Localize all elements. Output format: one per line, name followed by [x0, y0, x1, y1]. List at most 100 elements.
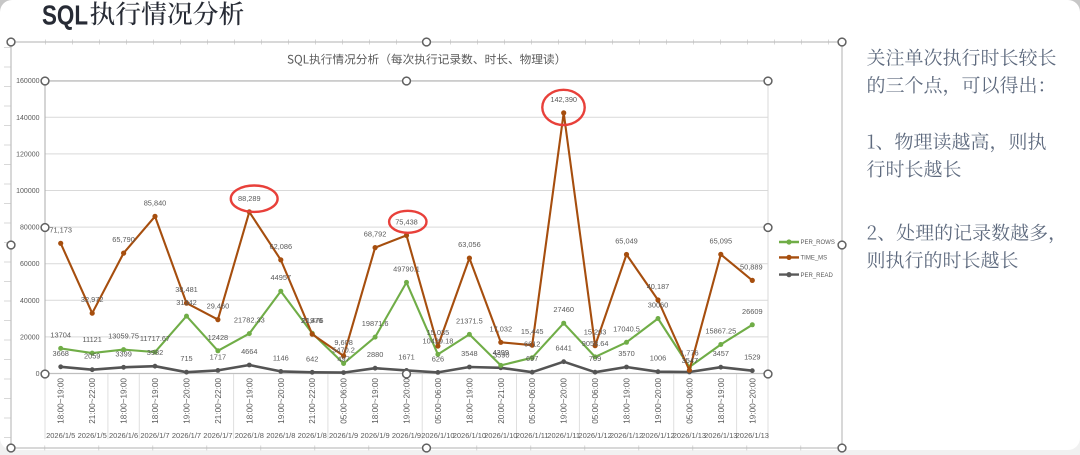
svg-text:142,390: 142,390 — [550, 95, 577, 104]
svg-text:4664: 4664 — [241, 347, 257, 356]
svg-text:18:00~19:00: 18:00~19:00 — [57, 378, 66, 424]
svg-text:2026/1/12: 2026/1/12 — [578, 431, 611, 440]
svg-text:9,608: 9,608 — [334, 338, 353, 347]
svg-text:75,438: 75,438 — [395, 217, 418, 226]
svg-text:44957: 44957 — [271, 273, 292, 282]
svg-text:1717: 1717 — [210, 352, 226, 361]
svg-text:2026/1/13: 2026/1/13 — [736, 431, 769, 440]
svg-text:697: 697 — [526, 354, 538, 363]
svg-text:21976: 21976 — [302, 316, 323, 325]
svg-text:05:00~06:00: 05:00~06:00 — [591, 378, 600, 424]
svg-text:2026/1/9: 2026/1/9 — [329, 431, 358, 440]
svg-text:68,792: 68,792 — [364, 230, 387, 239]
svg-text:38,481: 38,481 — [175, 285, 198, 294]
svg-text:2026/1/9: 2026/1/9 — [360, 431, 389, 440]
svg-text:05:00~06:00: 05:00~06:00 — [528, 378, 537, 424]
svg-text:160000: 160000 — [16, 78, 39, 85]
svg-text:2026/1/7: 2026/1/7 — [140, 431, 169, 440]
svg-text:SQL: SQL — [42, 0, 88, 30]
svg-text:5470.2: 5470.2 — [332, 346, 355, 355]
svg-text:626: 626 — [432, 354, 444, 363]
svg-text:2026/1/8: 2026/1/8 — [298, 431, 327, 440]
svg-text:2026/1/7: 2026/1/7 — [203, 431, 232, 440]
svg-text:20000: 20000 — [20, 334, 40, 341]
svg-text:2026/1/5: 2026/1/5 — [78, 431, 107, 440]
svg-text:3457: 3457 — [713, 349, 729, 358]
svg-text:18:00~19:00: 18:00~19:00 — [623, 378, 632, 424]
svg-text:18:00~19:00: 18:00~19:00 — [151, 378, 160, 424]
svg-text:2059: 2059 — [84, 352, 100, 361]
svg-text:21:00~22:00: 21:00~22:00 — [214, 378, 223, 424]
svg-text:2026/1/8: 2026/1/8 — [235, 431, 264, 440]
svg-text:4399: 4399 — [493, 348, 509, 357]
svg-text:11717.67: 11717.67 — [140, 334, 170, 343]
svg-text:63,056: 63,056 — [458, 240, 481, 249]
svg-text:1,776: 1,776 — [680, 349, 699, 358]
svg-text:140000: 140000 — [16, 115, 39, 122]
svg-text:18:00~19:00: 18:00~19:00 — [717, 378, 726, 424]
svg-text:2026/1/10: 2026/1/10 — [421, 431, 454, 440]
svg-text:PER_READ: PER_READ — [801, 273, 834, 279]
svg-text:65,049: 65,049 — [615, 237, 638, 246]
svg-text:642: 642 — [306, 354, 318, 363]
svg-text:1529: 1529 — [744, 353, 760, 362]
svg-text:17,032: 17,032 — [489, 324, 512, 333]
svg-text:2026/1/12: 2026/1/12 — [610, 431, 643, 440]
svg-text:10429.18: 10429.18 — [422, 336, 453, 345]
svg-text:715: 715 — [180, 354, 192, 363]
svg-text:2026/1/11: 2026/1/11 — [547, 431, 580, 440]
svg-text:50,889: 50,889 — [740, 262, 763, 271]
svg-text:30060: 30060 — [648, 301, 669, 310]
svg-text:80000: 80000 — [20, 225, 40, 232]
svg-text:2026/1/13: 2026/1/13 — [673, 431, 706, 440]
svg-text:2026/1/9: 2026/1/9 — [392, 431, 421, 440]
svg-text:120000: 120000 — [16, 151, 39, 158]
svg-text:19:00~20:00: 19:00~20:00 — [277, 378, 286, 424]
svg-text:18:00~19:00: 18:00~19:00 — [371, 378, 380, 424]
svg-text:TIME_MS: TIME_MS — [801, 256, 828, 262]
svg-text:100000: 100000 — [16, 188, 39, 195]
svg-text:2026/1/10: 2026/1/10 — [484, 431, 517, 440]
svg-text:497: 497 — [337, 355, 349, 364]
svg-text:21782.33: 21782.33 — [234, 316, 265, 325]
svg-text:19:00~20:00: 19:00~20:00 — [403, 378, 412, 424]
svg-text:2026/1/12: 2026/1/12 — [641, 431, 674, 440]
svg-text:PER_ROWS: PER_ROWS — [801, 240, 835, 246]
svg-text:2026/1/7: 2026/1/7 — [172, 431, 201, 440]
svg-text:88,289: 88,289 — [238, 194, 261, 203]
svg-text:2026/1/5: 2026/1/5 — [46, 431, 75, 440]
svg-text:19:00~20:00: 19:00~20:00 — [654, 378, 663, 424]
svg-text:2026/1/8: 2026/1/8 — [266, 431, 295, 440]
svg-text:32,972: 32,972 — [81, 295, 104, 304]
svg-text:9058.64: 9058.64 — [582, 339, 609, 348]
svg-text:3982: 3982 — [147, 348, 163, 357]
svg-text:65,095: 65,095 — [709, 236, 732, 245]
svg-text:18:00~19:00: 18:00~19:00 — [120, 378, 129, 424]
svg-text:11121: 11121 — [82, 335, 101, 344]
svg-text:1671: 1671 — [398, 352, 414, 361]
svg-text:0: 0 — [36, 371, 40, 378]
svg-text:60000: 60000 — [20, 261, 40, 268]
svg-text:19871.6: 19871.6 — [362, 319, 389, 328]
svg-text:1146: 1146 — [273, 353, 289, 362]
svg-text:27460: 27460 — [553, 305, 574, 314]
svg-text:20:00~21:00: 20:00~21:00 — [497, 378, 506, 424]
svg-text:71,173: 71,173 — [49, 225, 72, 234]
svg-text:13704: 13704 — [50, 330, 71, 339]
svg-text:2026/1/6: 2026/1/6 — [109, 431, 138, 440]
svg-text:709: 709 — [589, 354, 601, 363]
svg-text:40000: 40000 — [20, 298, 40, 305]
svg-text:21:00~22:00: 21:00~22:00 — [308, 378, 317, 424]
svg-text:13059.75: 13059.75 — [108, 332, 139, 341]
svg-text:49790.1: 49790.1 — [393, 264, 420, 273]
svg-text:3570: 3570 — [618, 349, 634, 358]
svg-text:15,445: 15,445 — [521, 327, 544, 336]
svg-text:85,840: 85,840 — [144, 198, 167, 207]
svg-text:3548: 3548 — [461, 349, 477, 358]
svg-text:17040.5: 17040.5 — [613, 324, 640, 333]
svg-text:15,035: 15,035 — [427, 328, 450, 337]
svg-text:26609: 26609 — [742, 307, 763, 316]
svg-text:3668: 3668 — [52, 349, 68, 358]
svg-text:3590: 3590 — [493, 351, 509, 360]
svg-text:05:00~06:00: 05:00~06:00 — [685, 378, 694, 424]
